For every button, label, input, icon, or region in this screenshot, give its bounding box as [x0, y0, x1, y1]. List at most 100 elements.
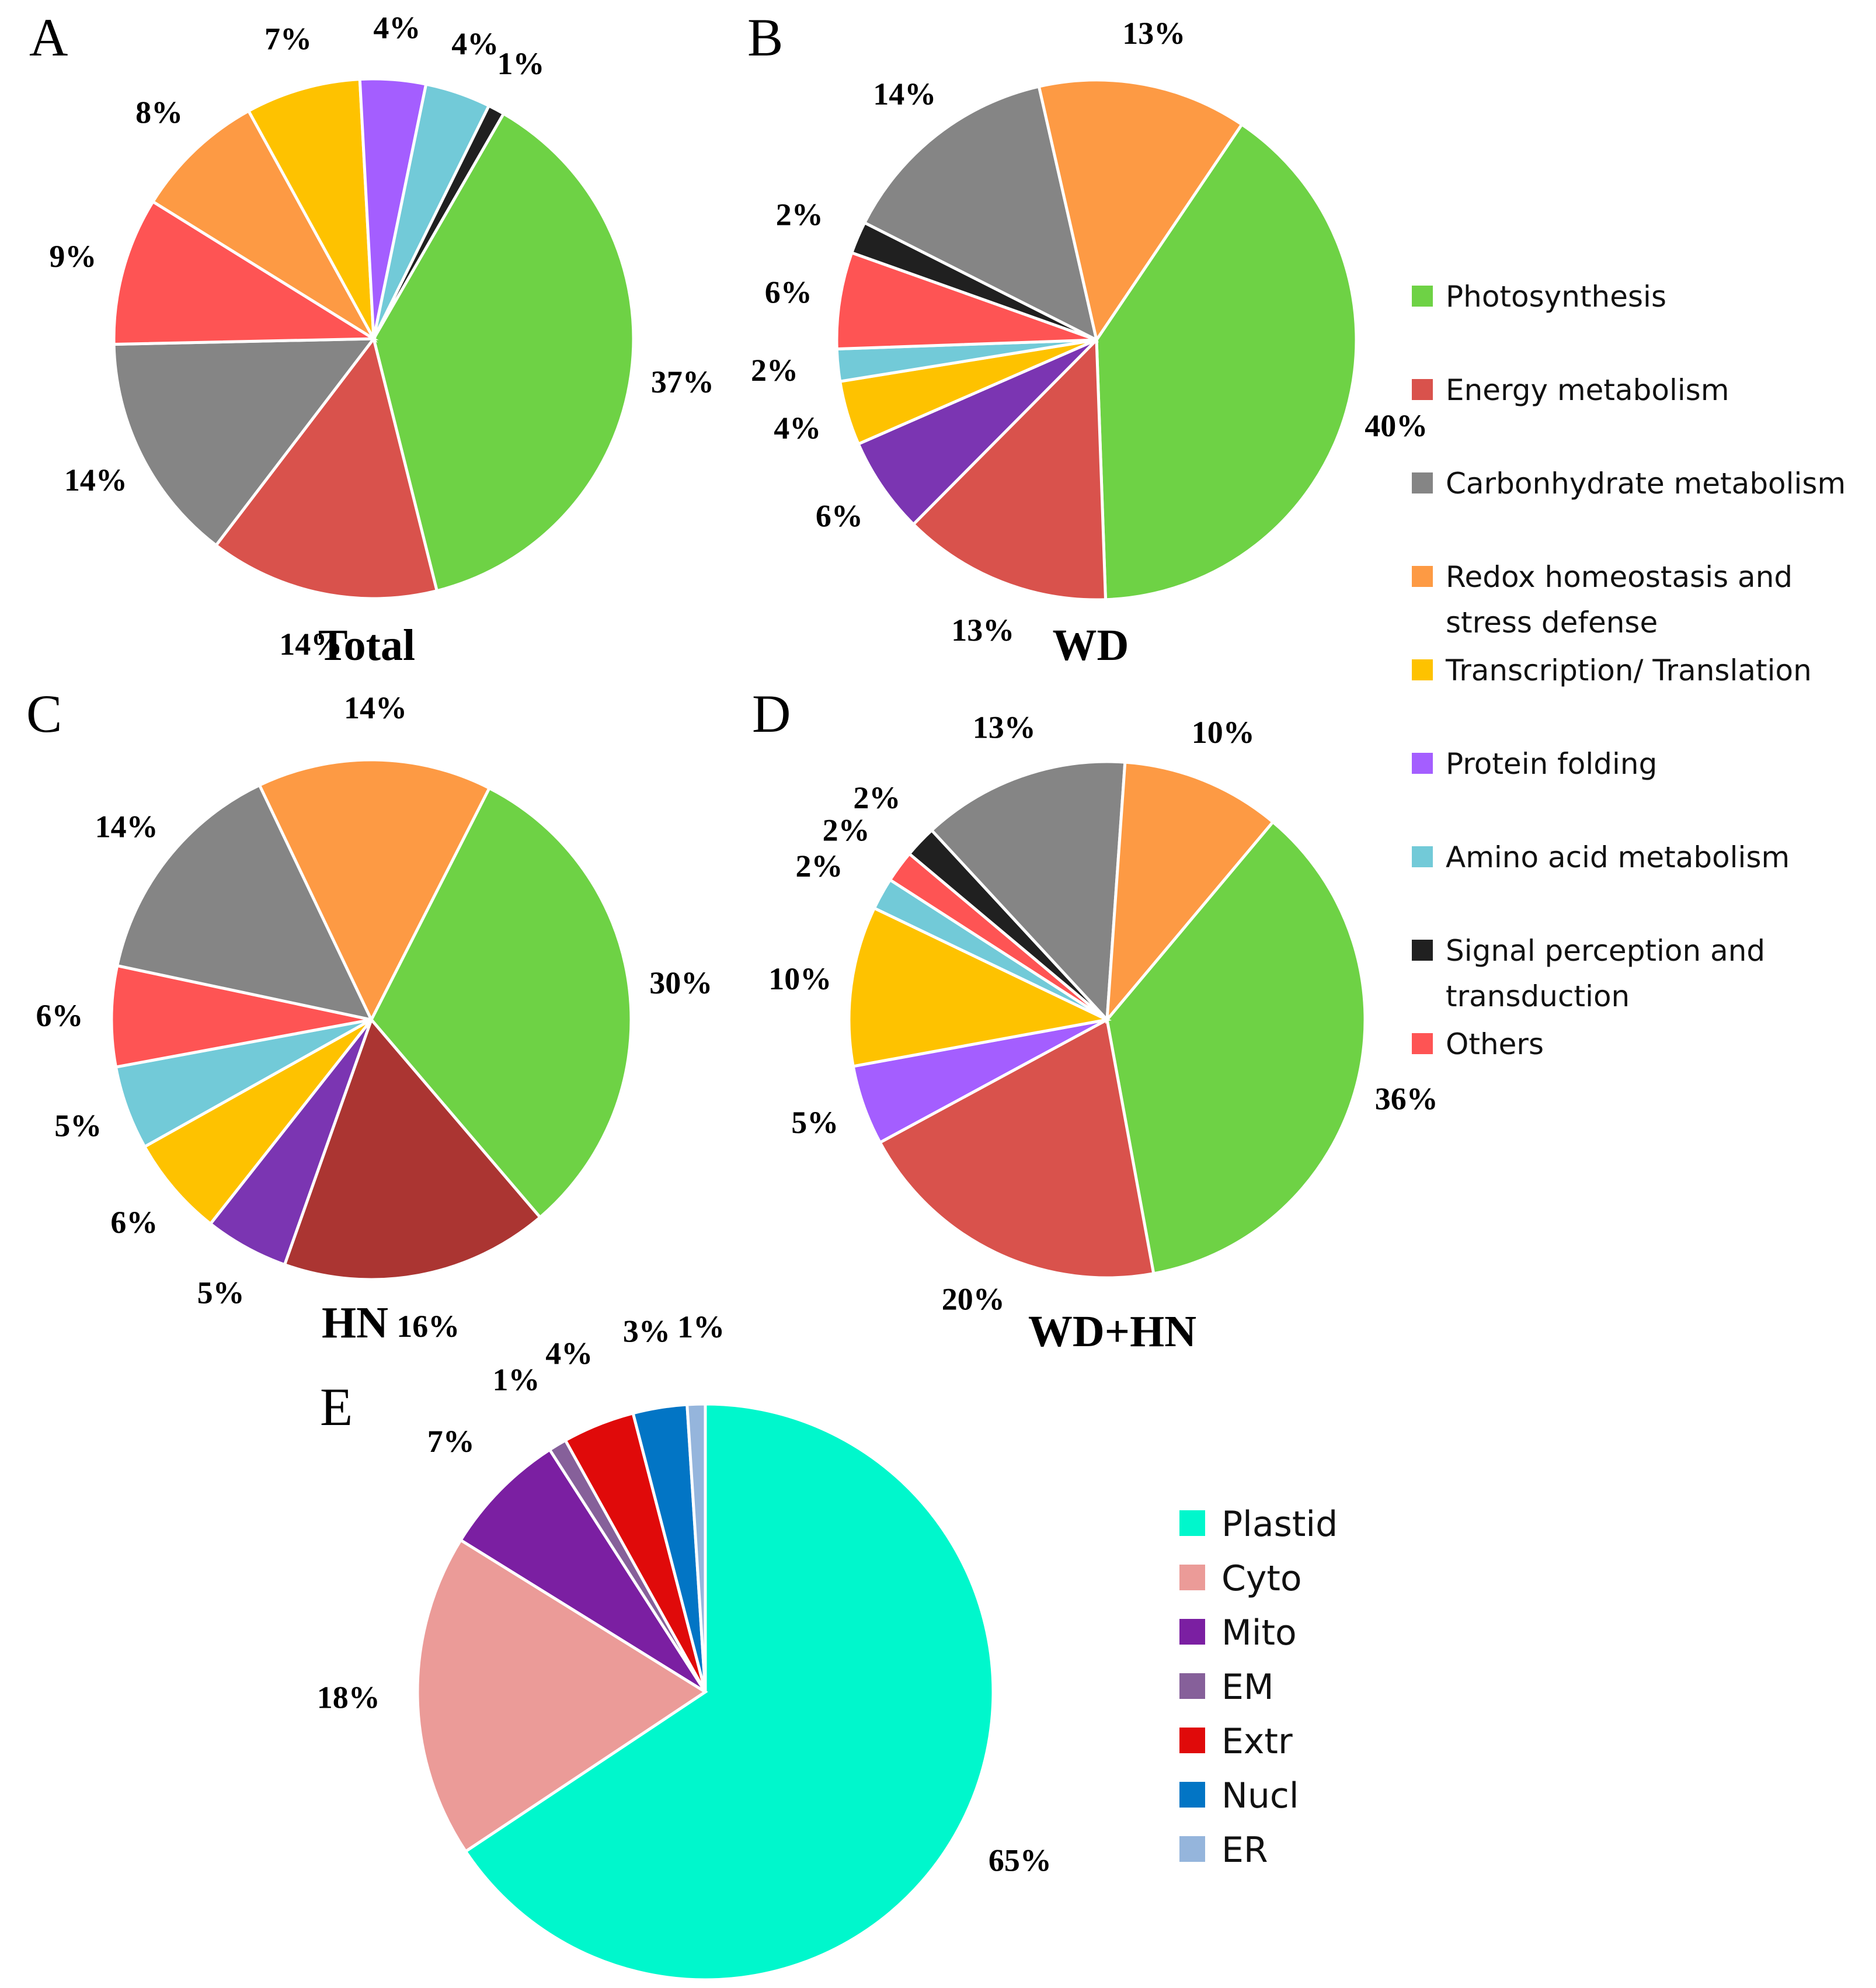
pie-data-label: 13% [1122, 16, 1185, 51]
legend-swatch-extr [1179, 1728, 1205, 1753]
legend-label-carbonhydrate-metabolism: Carbonhydrate metabolism [1446, 467, 1846, 501]
legend-swatch-cyto [1179, 1565, 1205, 1590]
legend-swatch-mito [1179, 1619, 1205, 1645]
pie-data-label: 14% [64, 463, 127, 498]
pie-slice-carbonhydrate-metabolism [112, 337, 377, 548]
legend-functional-category: Photosynthesis Energy metabolism Carbonhyd… [1412, 280, 1846, 1061]
pie-slice-transcription-translation [847, 906, 1112, 1068]
panel-label-b: B [747, 8, 783, 67]
panel-label-e: E [320, 1377, 353, 1437]
pie-slice-carbonhydrate-metabolism [862, 85, 1099, 343]
pie-data-label: 3% [623, 1313, 670, 1348]
pie-chart-hn: C HN 30% 16% 5% 6% 5% 6% 14% 14% [26, 684, 712, 1347]
legend-label-plastid: Plastid [1221, 1504, 1338, 1545]
pie-data-label: 2% [823, 812, 870, 847]
pie-data-label: 14% [279, 627, 342, 662]
pie-data-label: 9% [49, 239, 96, 274]
legend-label-er: ER [1221, 1830, 1268, 1871]
pie-data-label: 2% [853, 780, 900, 815]
pie-chart-wd: B WD 40% 13% 6% 4% 2% 6% 2% 14% 13% [747, 8, 1428, 670]
pie-data-label: 14% [344, 690, 407, 725]
pie-slice-others [835, 251, 1097, 351]
pie-title: WD [1053, 621, 1129, 670]
legend-label-others: Others [1446, 1027, 1544, 1061]
pie-data-label: 65% [989, 1843, 1052, 1878]
pie-data-label: 10% [1192, 715, 1255, 750]
pie-data-label: 13% [951, 613, 1014, 648]
legend-label-mito: Mito [1221, 1612, 1297, 1653]
legend-label-photosynthesis: Photosynthesis [1446, 280, 1666, 314]
pie-slice-others [110, 964, 372, 1069]
pie-data-label: 7% [264, 22, 312, 57]
pie-data-label: 5% [791, 1105, 838, 1140]
pie-data-label: 14% [873, 77, 936, 112]
pie-data-label: 14% [95, 809, 158, 844]
pie-title: Total [318, 621, 415, 670]
legend-label-protein-folding: Protein folding [1446, 747, 1657, 781]
pie-slice-photosynthesis [1095, 122, 1358, 602]
pie-slice-energy-metabolism [214, 335, 439, 600]
pie-data-label: 10% [768, 961, 831, 996]
pie-slice-signal-perception-and-transduction [372, 103, 506, 340]
pie-slice-others [112, 199, 379, 346]
pie-slice-redox-homeostasis-and-stress-defense [151, 109, 378, 343]
pie-data-label: 40% [1365, 408, 1428, 443]
panel-label-a: A [29, 8, 68, 67]
pie-slice-transcription-translation [142, 1018, 373, 1226]
legend-swatch-er [1179, 1836, 1205, 1862]
legend-label-nucl: Nucl [1221, 1775, 1299, 1816]
pie-slice-photosynthesis [370, 786, 633, 1219]
pie-slice-plastid [464, 1402, 995, 1982]
legend-label-transcription-translation: Transcription/ Translation [1445, 654, 1812, 687]
legend-swatch-nucl [1179, 1782, 1205, 1808]
pie-slice-cyto [416, 1538, 708, 1854]
pie-data-label: 6% [36, 998, 83, 1033]
pie-slice-mito [458, 1447, 707, 1694]
legend-swatch-em [1179, 1673, 1205, 1699]
pie-data-label: 5% [197, 1275, 245, 1311]
pie-data-label: 2% [776, 197, 823, 232]
legend-label-cyto: Cyto [1221, 1558, 1302, 1599]
legend-label-signal-perception-and-transduction: Signal perception and [1446, 934, 1765, 968]
pie-data-label: 36% [1375, 1082, 1438, 1117]
pie-slice-protein-folding [856, 338, 1098, 527]
legend-label-signal-perception-and-transduction: transduction [1446, 979, 1630, 1013]
legend-label-redox-homeostasis-and-stress-defense: Redox homeostasis and [1446, 560, 1793, 594]
pie-data-label: 18% [317, 1680, 380, 1715]
legend-label-amino-acid-metabolism: Amino acid metabolism [1446, 840, 1790, 874]
legend-swatch-plastid [1179, 1510, 1205, 1536]
legend-swatch-protein-folding [1412, 753, 1433, 774]
legend-swatch-redox-homeostasis-and-stress-defense [1412, 566, 1433, 587]
legend-swatch-amino-acid-metabolism [1412, 846, 1433, 867]
pie-data-label: 4% [451, 26, 499, 61]
pie-data-label: 6% [110, 1205, 158, 1240]
legend-swatch-energy-metabolism [1412, 379, 1433, 400]
pie-slice-amino-acid-metabolism [114, 1018, 373, 1149]
pie-data-label: 2% [796, 849, 843, 884]
legend-swatch-carbonhydrate-metabolism [1412, 472, 1433, 493]
pie-slice-redox-homeostasis-and-stress-defense [1037, 78, 1244, 344]
pie-slice-transcription-translation [246, 77, 375, 340]
pie-slice-er [685, 1402, 707, 1692]
pie-slice-photosynthesis [372, 112, 635, 593]
pie-data-label: 8% [135, 95, 183, 130]
pie-data-label: 20% [942, 1281, 1005, 1316]
legend-label-energy-metabolism: Energy metabolism [1446, 373, 1729, 407]
pie-slice-redox-homeostasis-and-stress-defense [257, 758, 492, 1023]
pie-chart-subcellular-location: E65%18%7%1%4%3% 1% [317, 1309, 1052, 1982]
pie-data-label: 37% [651, 364, 714, 399]
pie-data-label: 6% [816, 499, 863, 534]
pie-title: WD+HN [1028, 1307, 1196, 1356]
pie-slice-carbonhydrate-metabolism [930, 760, 1127, 1023]
pie-data-label: 4% [774, 411, 821, 446]
pie-data-label: 2% [751, 353, 798, 388]
pie-data-label: 1% [497, 46, 545, 81]
legend-swatch-transcription-translation [1412, 659, 1433, 680]
pie-data-label: 30% [649, 965, 712, 1000]
legend-swatch-others [1412, 1033, 1433, 1054]
pie-slice-protein-folding [208, 1019, 373, 1267]
pie-data-label: 4% [373, 11, 420, 46]
pie-slice-energy-metabolism [878, 1017, 1155, 1280]
